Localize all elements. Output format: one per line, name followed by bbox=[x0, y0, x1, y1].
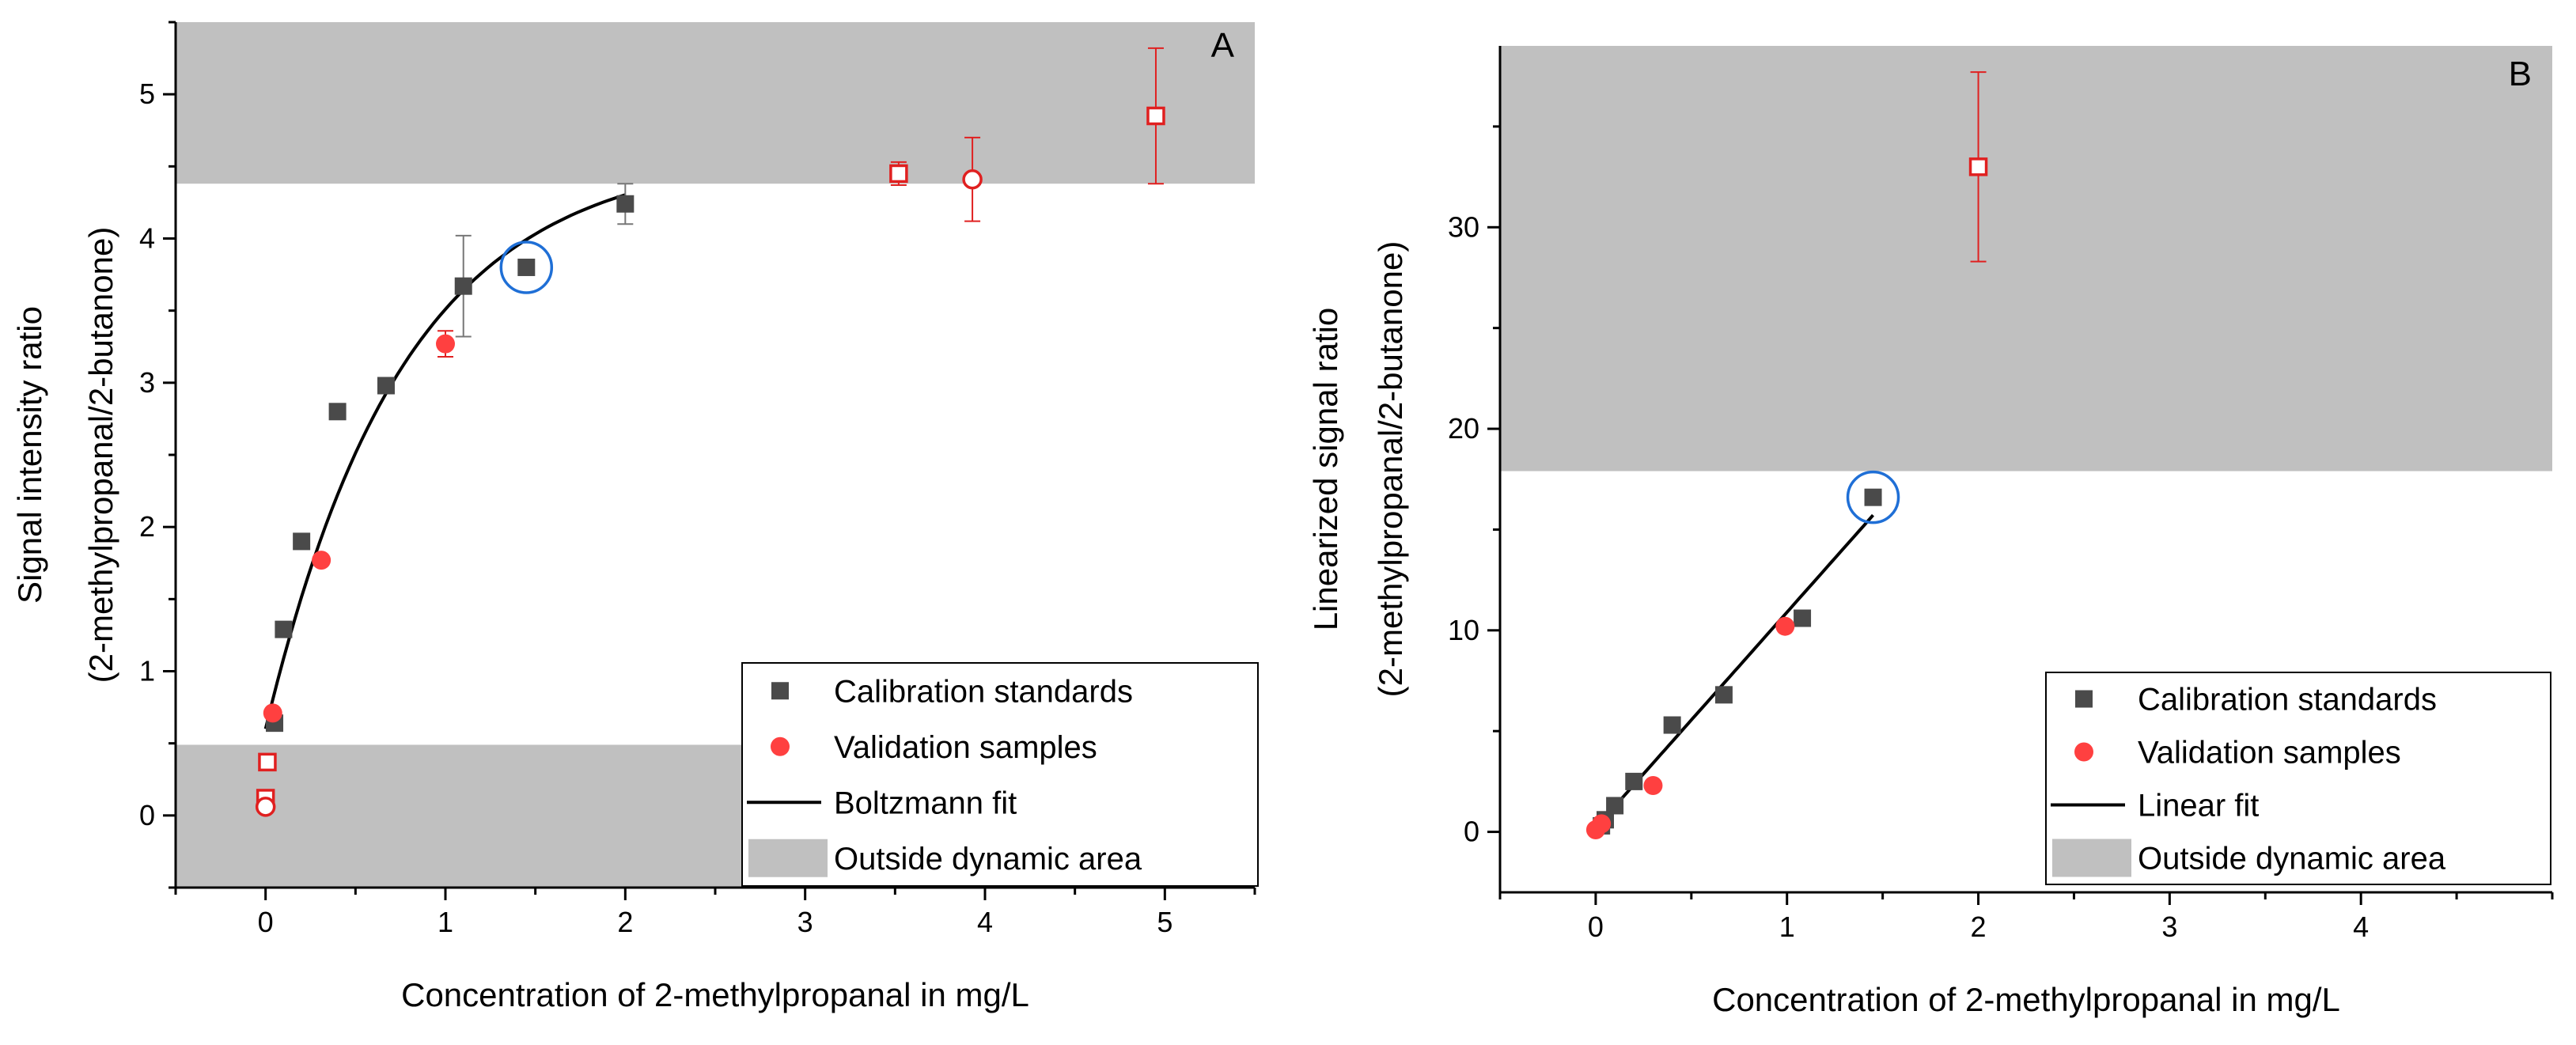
panel-a-point-square bbox=[328, 403, 347, 421]
panel-b-highlight-ring bbox=[1846, 470, 1900, 524]
panel-a-point-open-square bbox=[889, 164, 908, 184]
panel-b-point-square bbox=[1625, 772, 1643, 790]
panel-b-y-axis-label-1: Linearized signal ratio bbox=[1307, 308, 1344, 631]
panel-b-legend-key-square bbox=[2075, 690, 2093, 708]
panel-b-y-tick-label: 20 bbox=[1448, 412, 1479, 445]
panel-a-group: 0 1 2 3 4 5 0 1 2 3 4 5 Concentration of 2-methylpro… bbox=[11, 21, 1259, 1013]
panel-a-legend-label: Boltzmann fit bbox=[834, 786, 1017, 820]
panel-b-point-open-square bbox=[1968, 157, 1988, 176]
panel-b-x-tick-label: 0 bbox=[1588, 911, 1604, 943]
panel-b-point-circle bbox=[1643, 775, 1663, 795]
panel-b-shaded-region-0 bbox=[1500, 46, 2552, 471]
panel-a-legend-key-shade bbox=[748, 839, 828, 877]
panel-a-x-tick-label: 2 bbox=[617, 906, 633, 938]
panel-a-point-square bbox=[517, 258, 536, 276]
panel-b-x-tick-label: 2 bbox=[1971, 911, 1987, 943]
panel-b-legend-label: Validation samples bbox=[2138, 736, 2401, 770]
panel-a-y-tick-label: 5 bbox=[139, 78, 155, 110]
panel-b-point-square bbox=[1606, 797, 1624, 815]
panel-a-y-tick-label: 1 bbox=[139, 655, 155, 687]
panel-b-legend-key-circle bbox=[2074, 742, 2093, 762]
panel-b-y-tick-label: 0 bbox=[1464, 816, 1479, 848]
panel-b-legend-label: Linear fit bbox=[2138, 789, 2259, 824]
panel-a-y-axis-label-1: Signal intensity ratio bbox=[11, 306, 48, 604]
panel-b-point-square bbox=[1864, 488, 1882, 506]
panel-b-point-square bbox=[1663, 716, 1681, 734]
panel-a-y-axis-label-2: (2-methylpropanal/2-butanone) bbox=[82, 227, 119, 683]
panel-a-legend-label: Outside dynamic area bbox=[834, 842, 1142, 877]
panel-a-shaded-region-0 bbox=[176, 22, 1255, 184]
panel-b-x-axis-label: Concentration of 2-methylpropanal in mg/… bbox=[1712, 981, 2340, 1018]
panel-a-y-tick-label: 4 bbox=[139, 222, 155, 255]
panel-b-point-square bbox=[1794, 609, 1812, 627]
panel-b-point-square bbox=[1714, 686, 1733, 704]
panel-a-point-circle bbox=[312, 551, 331, 570]
panel-a-point-open-circle bbox=[962, 168, 983, 190]
panel-a-y-tick-label: 3 bbox=[139, 366, 155, 399]
panel-a-legend-label: Calibration standards bbox=[834, 674, 1133, 709]
panel-a-fit-line bbox=[263, 193, 626, 729]
panel-a-point-square bbox=[454, 277, 472, 295]
panel-a-highlight-ring bbox=[499, 240, 554, 294]
panel-a-point-square bbox=[377, 377, 395, 395]
panel-a-legend-box bbox=[741, 662, 1259, 887]
panel-a-y-tick-label: 0 bbox=[139, 799, 155, 831]
panel-b-legend-label: Outside dynamic area bbox=[2138, 842, 2446, 877]
panel-a-y-tick-label: 2 bbox=[139, 510, 155, 543]
panel-a-point-open-circle bbox=[255, 797, 276, 817]
panel-a-point-circle bbox=[436, 334, 455, 354]
panel-b-legend-label: Calibration standards bbox=[2138, 683, 2437, 717]
panel-a-legend-label: Validation samples bbox=[834, 730, 1097, 765]
panel-a-x-tick-label: 0 bbox=[258, 906, 274, 938]
panel-a-label: A bbox=[1211, 26, 1235, 65]
panel-b-legend-key-shade bbox=[2052, 839, 2131, 877]
panel-a-point-open-square bbox=[258, 752, 277, 772]
panel-a-x-axis-label: Concentration of 2-methylpropanal in mg/… bbox=[401, 976, 1029, 1013]
panel-a-x-tick-label: 1 bbox=[438, 906, 453, 938]
panel-a-x-tick-label: 5 bbox=[1157, 906, 1172, 938]
panel-b-label: B bbox=[2509, 55, 2532, 93]
panel-b-group: 0 1 2 3 4 0 10 20 30 Concentration of 2-methylpro… bbox=[1307, 46, 2554, 1018]
panel-b-point-circle bbox=[1592, 814, 1612, 834]
panel-a-point-circle bbox=[263, 703, 282, 723]
panel-a-legend-key-square bbox=[771, 682, 789, 700]
panel-a-point-square bbox=[293, 532, 311, 551]
panel-b-y-tick-label: 30 bbox=[1448, 210, 1479, 243]
panel-b-y-tick-label: 10 bbox=[1448, 614, 1479, 646]
panel-a-point-square bbox=[275, 620, 293, 638]
panel-a-legend-key-circle bbox=[771, 736, 790, 756]
panel-b-x-tick-label: 3 bbox=[2161, 911, 2177, 943]
panel-a-x-tick-label: 4 bbox=[977, 906, 993, 938]
panel-a-point-open-square bbox=[1146, 106, 1165, 126]
panel-b-point-circle bbox=[1775, 616, 1795, 636]
panel-b-y-axis-label-2: (2-methylpropanal/2-butanone) bbox=[1372, 241, 1409, 698]
panel-a-point-square bbox=[616, 195, 635, 213]
panel-a-x-tick-label: 3 bbox=[797, 906, 813, 938]
panel-b-x-tick-label: 1 bbox=[1779, 911, 1795, 943]
panel-b-x-tick-label: 4 bbox=[2353, 911, 2369, 943]
